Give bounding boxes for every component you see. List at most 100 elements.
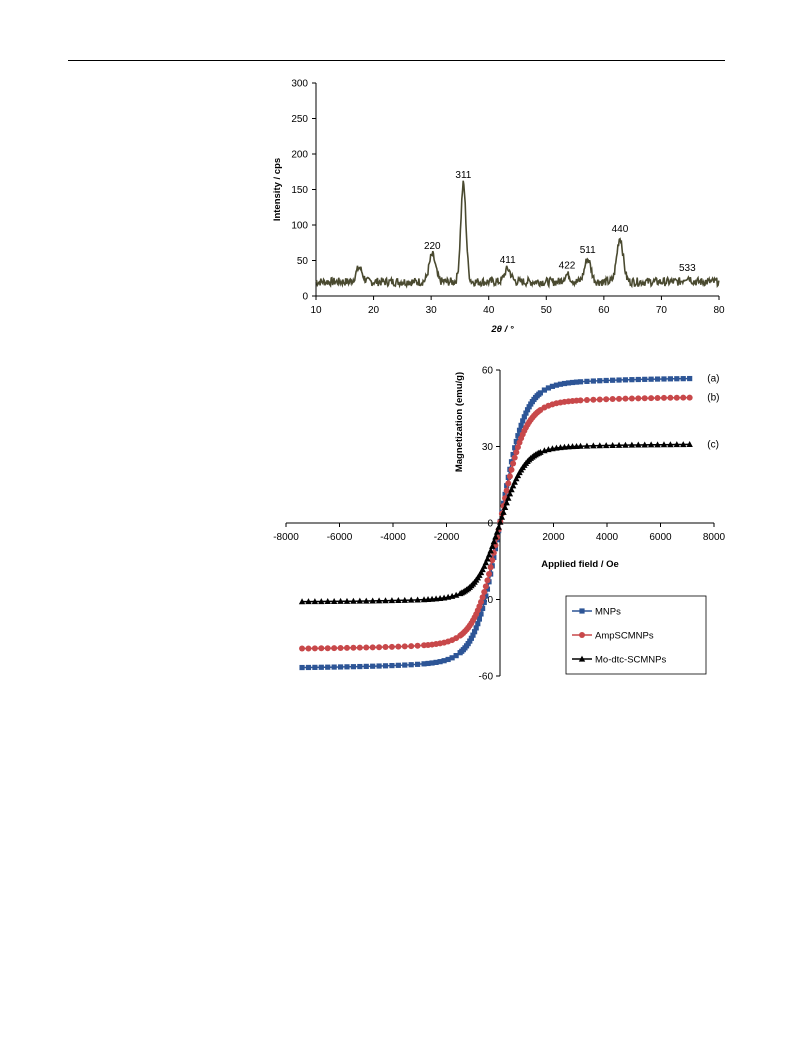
data-point <box>577 397 584 404</box>
data-point <box>622 377 629 383</box>
data-point <box>510 460 517 467</box>
x-tick-label: 50 <box>541 305 553 316</box>
series-Mo-dtc-SCMNPs <box>298 441 693 605</box>
data-point <box>337 645 344 652</box>
data-point <box>680 376 686 382</box>
data-point <box>510 451 516 458</box>
data-point <box>497 518 504 525</box>
data-point <box>484 577 491 584</box>
data-point <box>537 390 543 396</box>
data-point <box>647 441 655 448</box>
data-point <box>509 482 517 489</box>
data-point <box>318 598 325 605</box>
data-point <box>482 583 489 590</box>
y-axis-title: Intensity / cps <box>272 158 283 221</box>
data-point <box>477 569 485 576</box>
data-point <box>388 643 395 650</box>
data-point <box>515 433 521 439</box>
data-point <box>616 377 622 383</box>
data-point <box>485 551 493 558</box>
data-point <box>437 659 443 665</box>
data-point <box>331 664 337 670</box>
x-tick-label: 20 <box>368 305 380 316</box>
data-point <box>491 554 497 560</box>
data-point <box>513 475 520 482</box>
data-point <box>429 660 435 666</box>
data-point <box>557 381 564 387</box>
data-point <box>573 379 580 385</box>
x-tick-label: 80 <box>713 305 725 316</box>
data-point <box>369 597 376 604</box>
data-point <box>622 441 629 448</box>
data-point <box>524 407 531 413</box>
x-tick-label: -8000 <box>273 532 299 543</box>
data-point <box>425 660 431 667</box>
data-point <box>376 663 382 669</box>
data-point <box>480 605 486 612</box>
data-point <box>506 473 513 480</box>
x-tick-label: -2000 <box>434 532 460 543</box>
x-tick-label: 8000 <box>703 532 726 543</box>
data-point <box>660 441 668 448</box>
data-point <box>492 533 499 540</box>
data-point <box>660 394 667 401</box>
data-point <box>516 427 523 433</box>
data-point <box>654 376 661 382</box>
data-point <box>505 494 512 501</box>
data-point <box>583 397 590 404</box>
x-tick-label: -6000 <box>327 532 353 543</box>
header-rule <box>68 60 725 61</box>
series-end-label: (a) <box>707 373 719 384</box>
data-point <box>487 564 494 571</box>
data-point <box>476 616 483 622</box>
data-point <box>337 664 344 670</box>
data-point <box>622 395 629 402</box>
series-end-label: (b) <box>707 393 719 404</box>
x-axis-title: Applied field / Oe <box>541 559 619 570</box>
data-point <box>382 663 389 669</box>
data-point <box>511 454 518 461</box>
data-point <box>350 664 357 670</box>
data-point <box>511 478 518 485</box>
data-point <box>508 486 515 493</box>
data-point <box>312 664 318 670</box>
y-tick-label: -60 <box>479 672 494 683</box>
data-point <box>545 385 552 391</box>
data-point <box>503 499 510 506</box>
data-point <box>628 395 635 402</box>
data-point <box>590 396 597 403</box>
data-point <box>597 378 603 384</box>
peak-label-411: 411 <box>500 255 516 266</box>
data-point <box>500 508 507 515</box>
data-point <box>596 396 603 403</box>
legend-label: MNPs <box>595 607 621 618</box>
data-point <box>521 414 527 420</box>
data-point <box>615 441 623 448</box>
data-point <box>311 645 318 652</box>
data-point <box>514 444 521 451</box>
x-tick-label: 30 <box>426 305 438 316</box>
data-point <box>484 555 491 562</box>
data-point <box>673 441 681 448</box>
data-point <box>520 418 526 424</box>
legend-marker <box>578 655 586 662</box>
data-point <box>686 441 693 448</box>
data-point <box>667 376 673 382</box>
data-point <box>401 643 408 650</box>
data-point <box>518 422 524 428</box>
data-point <box>344 664 350 670</box>
data-point <box>375 597 383 604</box>
data-point <box>445 656 451 663</box>
data-point <box>363 644 370 651</box>
peak-label-311: 311 <box>455 170 471 181</box>
data-point <box>541 387 548 393</box>
data-point <box>648 395 655 402</box>
data-point <box>350 644 357 651</box>
data-point <box>449 655 455 661</box>
data-point <box>421 661 427 667</box>
data-point <box>506 490 514 497</box>
data-point <box>402 662 408 668</box>
data-point <box>635 395 642 402</box>
data-point <box>441 658 447 664</box>
data-point <box>487 547 494 554</box>
